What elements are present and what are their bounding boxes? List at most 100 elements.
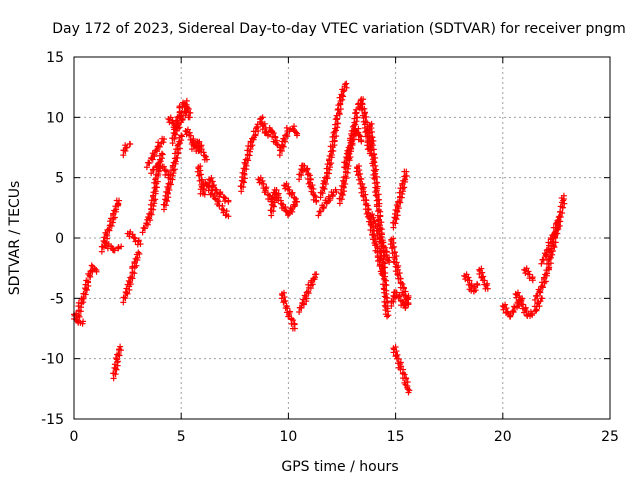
data-point [394, 271, 401, 278]
data-point [115, 201, 122, 208]
data-point [363, 113, 370, 120]
data-point [363, 133, 370, 140]
data-point [282, 305, 289, 312]
data-point [103, 231, 110, 238]
data-point [221, 194, 228, 201]
data-point [242, 156, 249, 163]
x-tick-label: 25 [601, 429, 619, 445]
data-point [186, 114, 193, 121]
data-point [329, 193, 336, 200]
data-point [373, 203, 380, 210]
data-point [299, 162, 306, 169]
data-point [543, 251, 550, 258]
data-point [153, 146, 160, 153]
data-point [323, 165, 330, 172]
data-point [166, 119, 173, 126]
data-point [337, 98, 344, 105]
data-point [398, 363, 405, 370]
data-point [326, 157, 333, 164]
data-point [533, 293, 540, 300]
data-point [313, 198, 320, 205]
data-point [132, 255, 139, 262]
data-point [554, 224, 561, 231]
data-point [262, 187, 269, 194]
data-point [244, 147, 251, 154]
data-point [148, 154, 155, 161]
data-point [125, 277, 132, 284]
data-point [368, 125, 375, 132]
data-point [176, 145, 183, 152]
data-point [146, 210, 153, 217]
data-point [476, 270, 483, 277]
data-point [334, 115, 341, 122]
data-point [509, 308, 516, 315]
data-point [188, 146, 195, 153]
data-point [400, 177, 407, 184]
data-point [249, 135, 256, 142]
data-point [307, 183, 314, 190]
data-point [366, 129, 373, 136]
data-point [171, 130, 178, 137]
data-point [122, 289, 129, 296]
data-point [169, 163, 176, 170]
data-point [159, 163, 166, 170]
data-point [221, 198, 228, 205]
data-point [340, 177, 347, 184]
data-point [358, 138, 365, 145]
data-point [305, 180, 312, 187]
data-point [130, 234, 137, 241]
data-point [285, 311, 292, 318]
data-point [372, 223, 379, 230]
data-point [160, 201, 167, 208]
data-point [299, 299, 306, 306]
data-point [484, 285, 491, 292]
data-point [196, 172, 203, 179]
data-point [366, 135, 373, 142]
data-point [502, 309, 509, 316]
data-point [538, 283, 545, 290]
data-point [334, 120, 341, 127]
data-point [370, 219, 377, 226]
data-point [507, 312, 514, 319]
data-point [543, 247, 550, 254]
data-point [336, 195, 343, 202]
data-point [320, 177, 327, 184]
data-point [356, 132, 363, 139]
data-point [197, 167, 204, 174]
data-point [478, 274, 485, 281]
data-point [372, 170, 379, 177]
data-point [149, 166, 156, 173]
data-point [275, 197, 282, 204]
data-point [390, 219, 397, 226]
data-point [371, 159, 378, 166]
x-tick-label: 5 [177, 429, 186, 445]
data-point [464, 277, 471, 284]
y-tick-label: 0 [55, 231, 64, 247]
data-point [525, 271, 532, 278]
data-point [354, 114, 361, 121]
data-point [278, 295, 285, 302]
data-point [555, 216, 562, 223]
data-point [392, 289, 399, 296]
x-tick-label: 20 [494, 429, 512, 445]
data-point [293, 198, 300, 205]
data-point [311, 192, 318, 199]
data-point [326, 195, 333, 202]
data-point [378, 254, 385, 261]
data-point [284, 186, 291, 193]
data-point [516, 297, 523, 304]
data-point [360, 96, 367, 103]
data-point [241, 159, 248, 166]
data-point [178, 132, 185, 139]
data-point [405, 292, 412, 299]
data-point [388, 298, 395, 305]
data-point [126, 140, 133, 147]
data-point [332, 186, 339, 193]
data-point [152, 147, 159, 154]
data-point [116, 197, 123, 204]
data-point [86, 272, 93, 279]
data-point [98, 243, 105, 250]
data-point [471, 285, 478, 292]
data-point [369, 162, 376, 169]
data-point [184, 104, 191, 111]
